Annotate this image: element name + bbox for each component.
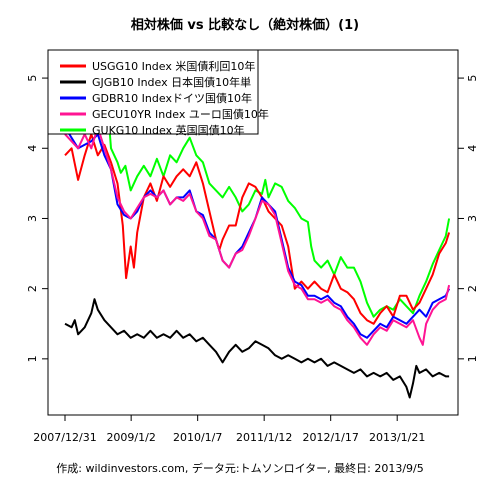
- x-tick-label: 2010/1/7: [173, 431, 222, 444]
- legend-entry: GJGB10 Index 日本国債10年単: [92, 75, 251, 89]
- y-tick-label-right: 3: [466, 215, 479, 222]
- legend-entry: GECU10YR Index ユーロ国債10年: [92, 107, 269, 121]
- y-tick-label-left: 2: [26, 285, 39, 292]
- series-layer: [64, 77, 451, 399]
- legend-entry: GDBR10 Indexドイツ国債10年: [92, 91, 252, 105]
- x-tick-label: 2013/1/21: [369, 431, 425, 444]
- y-tick-label-right: 4: [466, 145, 479, 152]
- chart-caption: 作成: wildinvestors.com, データ元:トムソンロイター, 最終…: [56, 461, 423, 475]
- y-tick-label-left: 4: [26, 145, 39, 152]
- y-axis-right: 1 2 3 4 5: [458, 75, 479, 362]
- x-tick-label: 2011/1/12: [236, 431, 292, 444]
- legend-entry: GUKG10 Index 英国国債10年: [92, 123, 245, 137]
- series-line-1: [64, 133, 451, 325]
- legend-box: [47, 49, 259, 135]
- series-line-4: [64, 298, 450, 399]
- y-axis-left: 1 2 3 4 5: [26, 75, 48, 362]
- y-tick-label-left: 3: [26, 215, 39, 222]
- x-tick-label: 2012/1/17: [302, 431, 358, 444]
- x-tick-label: 2007/12/31: [33, 431, 96, 444]
- y-tick-label-right: 2: [466, 285, 479, 292]
- y-tick-label-right: 5: [466, 75, 479, 82]
- x-axis: 2007/12/31 2009/1/2 2010/1/7 2011/1/12 2012/…: [33, 414, 425, 444]
- chart-title: 相対株価 vs 比較なし（絶対株価）(1): [131, 17, 359, 33]
- legend-entry: USGG10 Index 米国債利回10年: [92, 59, 255, 73]
- y-tick-label-left: 5: [26, 75, 39, 82]
- y-tick-label-left: 1: [26, 355, 39, 362]
- legend: USGG10 Index 米国債利回10年 GJGB10 Index 日本国債10…: [47, 49, 269, 137]
- series-line-3: [64, 126, 451, 346]
- x-tick-label: 2009/1/2: [106, 431, 155, 444]
- y-tick-label-right: 1: [466, 355, 479, 362]
